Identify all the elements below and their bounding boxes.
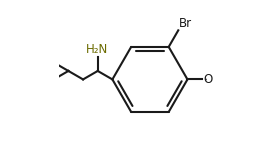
Text: H₂N: H₂N bbox=[86, 43, 108, 56]
Text: Br: Br bbox=[179, 17, 192, 30]
Text: O: O bbox=[203, 73, 212, 86]
